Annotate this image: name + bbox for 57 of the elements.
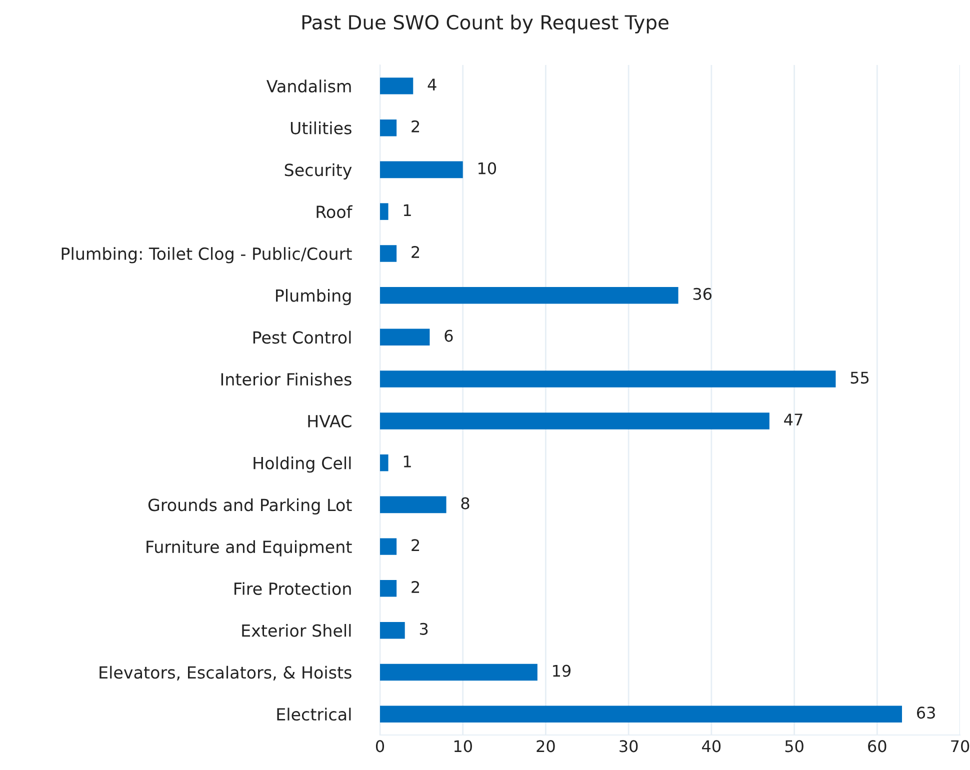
x-tick-label: 30 bbox=[620, 740, 638, 752]
bar bbox=[380, 328, 430, 346]
y-tick-label: Plumbing bbox=[276, 288, 351, 306]
bar bbox=[380, 706, 902, 722]
data-label: 6 bbox=[444, 330, 453, 342]
data-label: 2 bbox=[412, 580, 420, 593]
data-label: 2 bbox=[412, 539, 420, 551]
y-tick-label: Utilities bbox=[290, 121, 352, 134]
y-tick-label: Fire Protection bbox=[234, 582, 351, 596]
x-tick-label: 0 bbox=[376, 740, 384, 752]
x-tick-label: 70 bbox=[951, 740, 970, 752]
y-tick-label: Grounds and Parking Lot bbox=[148, 498, 352, 514]
data-label: 8 bbox=[461, 497, 470, 510]
data-label: 1 bbox=[404, 456, 411, 468]
y-tick-label: Vandalism bbox=[266, 80, 351, 93]
data-label: 55 bbox=[850, 372, 869, 384]
bar bbox=[380, 412, 770, 430]
bar bbox=[380, 245, 397, 262]
bar bbox=[380, 496, 446, 514]
y-tick-label: Exterior Shell bbox=[242, 624, 351, 637]
data-label: 63 bbox=[917, 706, 935, 719]
bar bbox=[380, 538, 397, 555]
y-tick-label: Furniture and Equipment bbox=[146, 540, 352, 556]
y-tick-label: Electrical bbox=[277, 708, 351, 721]
x-tick-label: 60 bbox=[868, 740, 886, 752]
bar bbox=[380, 622, 405, 639]
bar bbox=[380, 454, 388, 472]
y-tick-label: Plumbing: Toilet Clog - Public/Court bbox=[62, 247, 352, 264]
data-label: 47 bbox=[784, 414, 802, 426]
y-tick-label: Pest Control bbox=[253, 330, 351, 344]
x-tick-label: 10 bbox=[454, 740, 472, 752]
data-label: 2 bbox=[412, 120, 420, 132]
bar bbox=[380, 203, 388, 220]
bar bbox=[380, 286, 678, 304]
y-tick-label: Interior Finishes bbox=[221, 372, 352, 386]
chart-title: Past Due SWO Count by Request Type bbox=[302, 14, 668, 34]
y-tick-label: Roof bbox=[316, 205, 353, 218]
bar bbox=[380, 370, 836, 388]
bar bbox=[380, 580, 397, 597]
data-label: 2 bbox=[412, 246, 420, 258]
data-label: 3 bbox=[420, 622, 428, 635]
y-tick-label: Holding Cell bbox=[254, 456, 351, 473]
data-label: 19 bbox=[553, 664, 571, 677]
x-tick-label: 20 bbox=[536, 740, 555, 752]
bar bbox=[380, 664, 538, 681]
x-tick-label: 50 bbox=[785, 740, 804, 752]
bar bbox=[380, 119, 397, 136]
y-tick-label: HVAC bbox=[308, 414, 352, 428]
bar bbox=[380, 161, 463, 178]
data-label: 4 bbox=[428, 78, 436, 90]
data-label: 36 bbox=[693, 288, 712, 300]
bar bbox=[380, 78, 414, 94]
data-label: 10 bbox=[478, 162, 496, 174]
y-tick-label: Security bbox=[284, 163, 352, 180]
x-tick-label: 40 bbox=[702, 740, 721, 752]
y-tick-label: Elevators, Escalators, & Hoists bbox=[100, 666, 352, 680]
data-label: 1 bbox=[404, 204, 411, 216]
